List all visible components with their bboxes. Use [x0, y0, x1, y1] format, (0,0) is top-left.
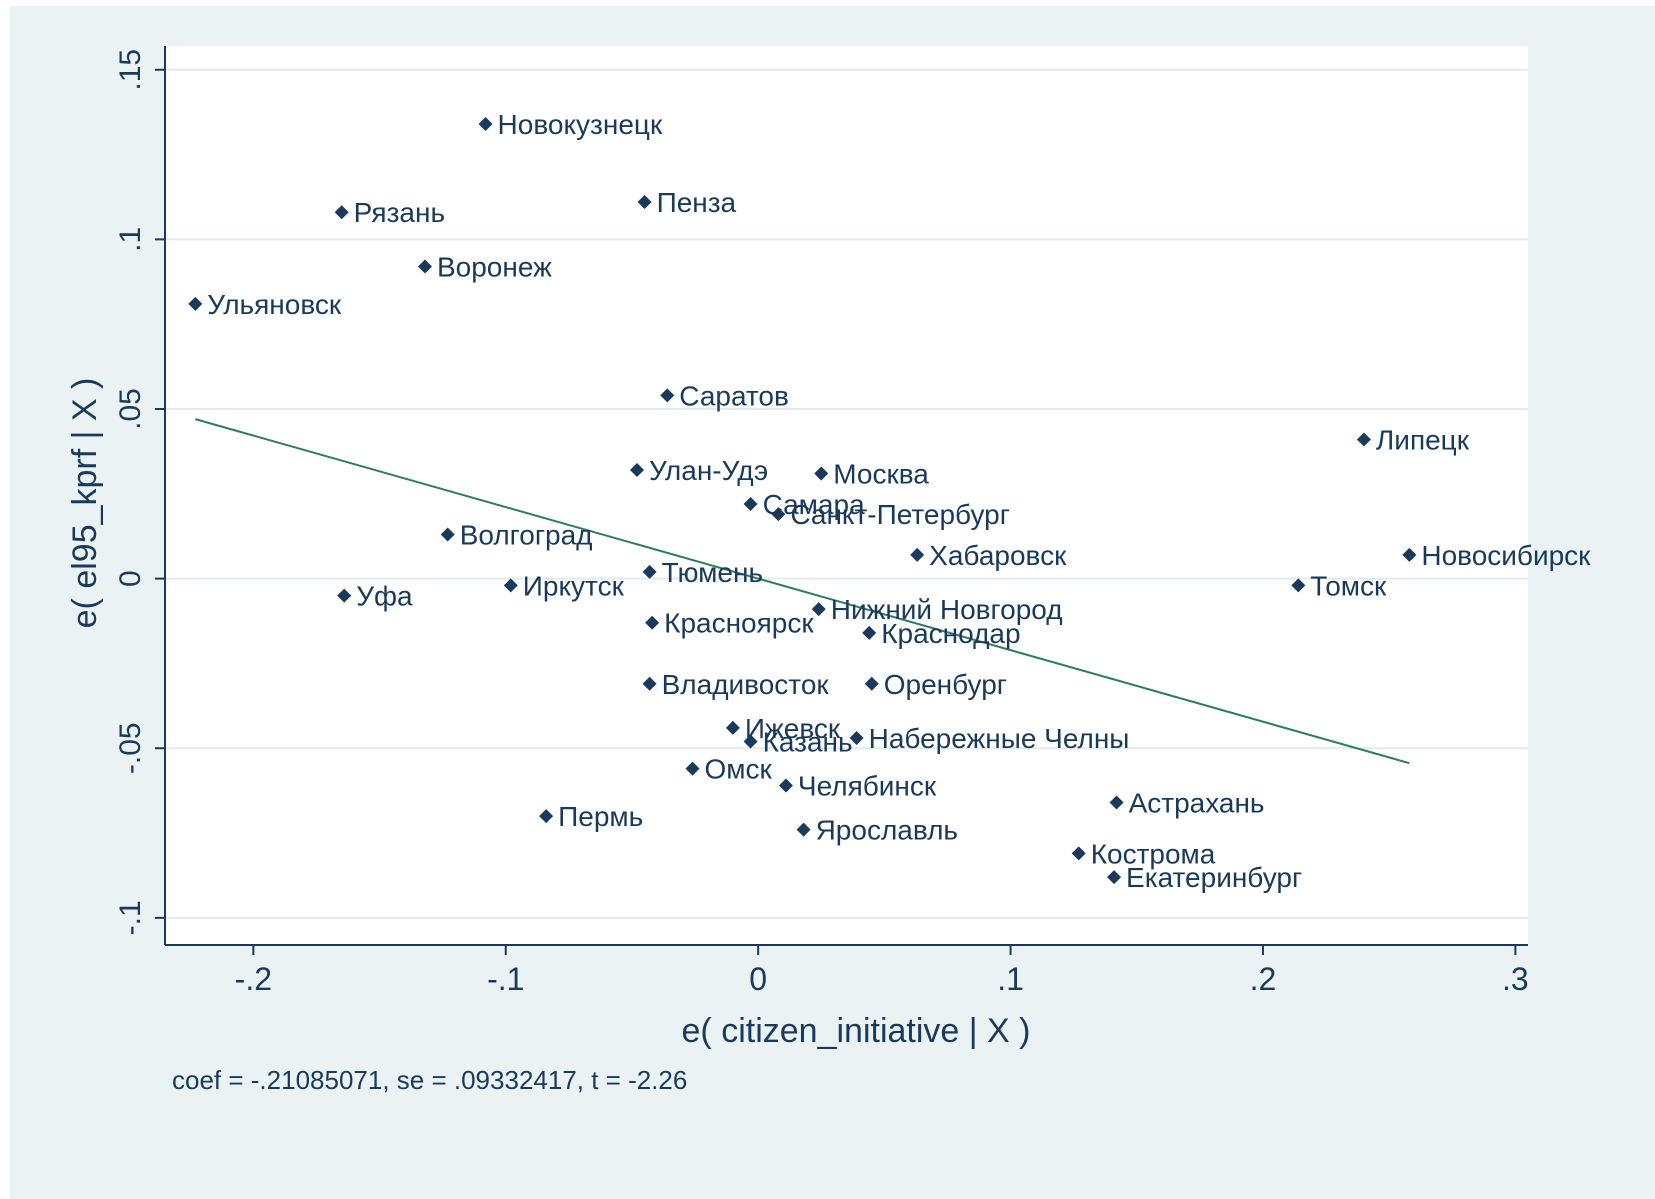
- data-point: [743, 496, 758, 511]
- point-label: Хабаровск: [929, 540, 1067, 571]
- x-tick-label: -.1: [487, 961, 524, 997]
- x-tick-label: .1: [997, 961, 1024, 997]
- data-point: [630, 463, 645, 478]
- point-label: Тюмень: [662, 557, 763, 588]
- y-tick-label: .1: [114, 227, 147, 252]
- axes: -.1 -.05 0 .05 .1 .15 -.2 -.1 0 .1 .2 .3: [114, 46, 1529, 997]
- data-point: [1291, 578, 1306, 593]
- point-label: Уфа: [356, 581, 413, 612]
- y-tick-label: -.1: [114, 900, 147, 935]
- x-axis-label: e( citizen_initiative | X ): [682, 1012, 1031, 1050]
- plot-area: [165, 46, 1528, 945]
- point-label: Владивосток: [662, 669, 830, 700]
- data-point: [642, 564, 657, 579]
- point-label: Челябинск: [798, 771, 937, 802]
- x-tick-label: .2: [1250, 961, 1277, 997]
- y-tick-label: -.05: [114, 722, 147, 774]
- point-label: Ижевск: [745, 713, 841, 744]
- data-point: [440, 527, 455, 542]
- point-label: Астрахань: [1129, 788, 1265, 819]
- chart-frame: -.1 -.05 0 .05 .1 .15 -.2 -.1 0 .1 .2 .3 Новокузнец…: [10, 6, 1655, 1199]
- data-point: [771, 507, 786, 522]
- fit-line: [195, 418, 1410, 765]
- x-tick-label: .3: [1502, 961, 1529, 997]
- data-point: [1109, 795, 1124, 810]
- point-label: Омск: [705, 754, 773, 785]
- point-label: Пермь: [558, 801, 643, 832]
- point-label: Ярославль: [816, 815, 958, 846]
- point-label: Иркутск: [523, 570, 625, 601]
- data-point: [539, 809, 554, 824]
- data-point: [645, 615, 660, 630]
- data-point: [778, 778, 793, 793]
- x-tick-label: -.2: [235, 961, 272, 997]
- data-point: [417, 259, 432, 274]
- regression-note: coef = -.21085071, se = .09332417, t = -…: [172, 1065, 687, 1095]
- point-label: Саратов: [679, 380, 789, 411]
- data-point: [334, 205, 349, 220]
- data-point: [188, 296, 203, 311]
- data-point: [660, 388, 675, 403]
- point-label: Екатеринбург: [1126, 862, 1302, 893]
- data-point: [811, 602, 826, 617]
- data-point: [1107, 870, 1122, 885]
- y-tick-label: .15: [114, 49, 147, 91]
- point-label: Липецк: [1376, 425, 1470, 456]
- point-label: Казань: [763, 726, 853, 757]
- data-point: [725, 720, 740, 735]
- data-points: Новокузнецк Рязань Пенза Воронеж Ульяновск Са…: [188, 109, 1591, 893]
- data-point: [814, 466, 829, 481]
- data-point: [1356, 432, 1371, 447]
- point-label: Томск: [1310, 570, 1387, 601]
- y-tick-label: .05: [114, 388, 147, 430]
- data-point: [637, 195, 652, 210]
- data-point: [337, 588, 352, 603]
- point-label: Новокузнецк: [498, 109, 663, 140]
- data-point: [864, 676, 879, 691]
- y-tick-label: 0: [114, 570, 147, 587]
- point-label: Набережные Челны: [869, 723, 1130, 754]
- point-label: Кострома: [1091, 838, 1216, 869]
- point-label: Пенза: [657, 187, 737, 218]
- data-point: [1071, 846, 1086, 861]
- point-label: Краснодар: [881, 618, 1020, 649]
- data-point: [796, 822, 811, 837]
- point-label: Москва: [833, 458, 929, 489]
- point-label: Волгоград: [460, 520, 593, 551]
- point-label: Нижний Новгород: [831, 594, 1063, 625]
- data-point: [910, 547, 925, 562]
- data-point: [685, 761, 700, 776]
- point-label: Оренбург: [884, 669, 1007, 700]
- grid-lines: [165, 68, 1528, 919]
- data-point: [503, 578, 518, 593]
- data-point: [743, 734, 758, 749]
- data-point: [862, 625, 877, 640]
- data-point: [478, 117, 493, 132]
- point-label: Воронеж: [437, 252, 552, 283]
- y-axis-label: e( el95_kprf | X ): [66, 378, 104, 629]
- fit-line-group: [195, 418, 1410, 765]
- point-label: Улан-Удэ: [649, 455, 768, 486]
- x-tick-label: 0: [749, 961, 767, 997]
- point-label: Рязань: [354, 197, 445, 228]
- data-point: [642, 676, 657, 691]
- data-point: [849, 731, 864, 746]
- data-point: [1402, 547, 1417, 562]
- point-label: Новосибирск: [1421, 540, 1591, 571]
- added-variable-plot: -.1 -.05 0 .05 .1 .15 -.2 -.1 0 .1 .2 .3 Новокузнец…: [66, 46, 1591, 1095]
- point-label: Санкт-Петербург: [790, 499, 1010, 530]
- point-label: Красноярск: [664, 608, 814, 639]
- point-label: Ульяновск: [207, 289, 342, 320]
